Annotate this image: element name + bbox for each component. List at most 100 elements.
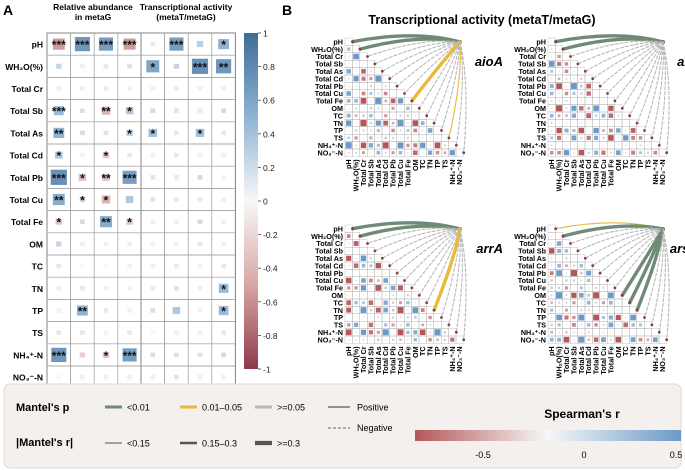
heatmap-square (125, 195, 134, 204)
panel-b-title: Transcriptional activity (metaT/metaG) (368, 13, 595, 27)
matrix-square (602, 316, 605, 319)
significance-mark: ** (219, 60, 229, 74)
mantel-link (606, 41, 664, 95)
matrix-square (639, 151, 642, 155)
matrix-square (355, 309, 357, 311)
mantel-node (561, 234, 565, 238)
matrix-col-label: Total Cr (359, 346, 368, 373)
heatmap-square (103, 374, 109, 380)
matrix-square (573, 287, 575, 289)
heatmap-square (80, 64, 85, 69)
matrix-square (360, 307, 367, 313)
matrix-square (549, 337, 554, 342)
matrix-cell (592, 269, 600, 277)
matrix-square (450, 337, 455, 342)
matrix-square (375, 120, 381, 126)
matrix-row-label: OM (331, 291, 343, 300)
matrix-square (427, 150, 433, 155)
matrix-square (602, 286, 605, 289)
matrix-square (558, 144, 560, 146)
mantel-link (592, 228, 664, 267)
matrix-square (443, 151, 447, 155)
heatmap-square (127, 286, 132, 291)
matrix-square (414, 137, 416, 139)
matrix-square (377, 115, 379, 117)
matrix-square (578, 336, 585, 343)
matrix-square (623, 135, 629, 141)
matrix-col-label: Total As (577, 159, 586, 187)
matrix-square (355, 129, 358, 132)
matrix-square (370, 287, 372, 289)
matrix-square (377, 302, 379, 304)
row-label: TC (32, 262, 43, 272)
significance-mark: * (221, 38, 226, 52)
matrix-square (625, 316, 627, 319)
matrix-square (638, 337, 643, 342)
mantel-link (636, 41, 664, 124)
matrix-square (556, 292, 563, 299)
mantel-node (425, 114, 429, 118)
mantel-node (576, 249, 580, 253)
matrix-square (422, 137, 424, 139)
matrix-square (602, 309, 605, 311)
matrix-square (392, 144, 394, 146)
mantel-node (410, 286, 414, 290)
matrix-square (550, 107, 553, 110)
matrix-square (385, 294, 387, 296)
matrix-square (565, 264, 568, 268)
heatmap-square (174, 130, 179, 136)
matrix-row-label: pH (333, 37, 343, 46)
heatmap-square (80, 263, 85, 269)
matrix-row-label: pH (536, 224, 546, 233)
heatmap-square (52, 38, 65, 50)
significance-mark: *** (75, 38, 89, 52)
matrix-square (593, 135, 599, 141)
matrix-square (579, 264, 583, 268)
matrix-row-label: Total Pb (518, 269, 546, 278)
matrix-square (550, 48, 553, 50)
matrix-row-label: Total Fe (519, 284, 546, 293)
matrix-square (573, 100, 575, 102)
matrix-square (601, 337, 606, 343)
mantel-link (440, 41, 461, 132)
matrix-square (376, 128, 380, 133)
heatmap-square (174, 86, 179, 91)
matrix-square (586, 135, 591, 140)
mantel-link (366, 40, 461, 58)
heatmap-square (174, 241, 179, 247)
matrix-row-label: Total Pb (315, 82, 343, 91)
heatmap-square (80, 152, 85, 158)
matrix-row-label: TN (333, 119, 343, 128)
matrix-square (617, 302, 619, 304)
matrix-square (586, 91, 591, 96)
matrix-square (429, 331, 431, 333)
mantel-node (643, 316, 646, 319)
heatmap-square (221, 197, 226, 202)
matrix-square (399, 129, 402, 132)
matrix-square (565, 114, 568, 117)
matrix-cell (374, 254, 383, 263)
gene-label: arsC2 (670, 241, 685, 256)
matrix-square (345, 277, 352, 284)
heatmap-square (56, 63, 62, 69)
matrix-square (422, 129, 424, 132)
matrix-square (347, 323, 351, 327)
matrix-square (563, 150, 570, 156)
matrix-col-label: NH₄⁺-N (651, 159, 660, 184)
matrix-square (549, 84, 554, 89)
mantel-link (577, 41, 664, 65)
matrix-square (573, 78, 575, 80)
mantel-link (643, 228, 664, 319)
matrix-square (551, 242, 553, 245)
matrix-square (615, 150, 621, 156)
row-label: WH₂O(%) (5, 62, 43, 72)
matrix-col-label: Total Cd (381, 159, 390, 187)
mantel-link (410, 40, 462, 103)
heatmap-square (172, 306, 181, 315)
matrix-square (398, 285, 403, 291)
mantel-link (358, 224, 462, 238)
matrix-square (587, 151, 590, 154)
matrix-row-label: OM (331, 104, 343, 113)
matrix-cell (584, 261, 593, 270)
matrix-square (392, 331, 394, 333)
